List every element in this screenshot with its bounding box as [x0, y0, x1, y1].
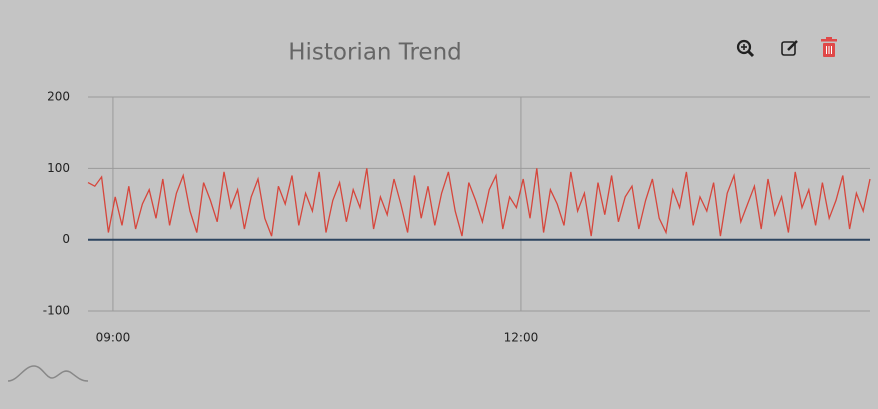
- y-tick-label: 200: [47, 90, 70, 104]
- y-tick-label: 100: [47, 161, 70, 175]
- widget-title: Historian Trend: [288, 40, 462, 66]
- delete-icon[interactable]: [821, 37, 837, 57]
- x-tick-label: 09:00: [96, 331, 131, 345]
- x-tick-label: 12:00: [504, 331, 539, 345]
- edit-icon[interactable]: [781, 40, 798, 56]
- widget-type-icon: [7, 365, 89, 382]
- y-tick-label: -100: [43, 304, 70, 318]
- y-tick-label: 0: [62, 232, 70, 246]
- series-line: [87, 168, 871, 237]
- zoom-icon[interactable]: [736, 39, 755, 58]
